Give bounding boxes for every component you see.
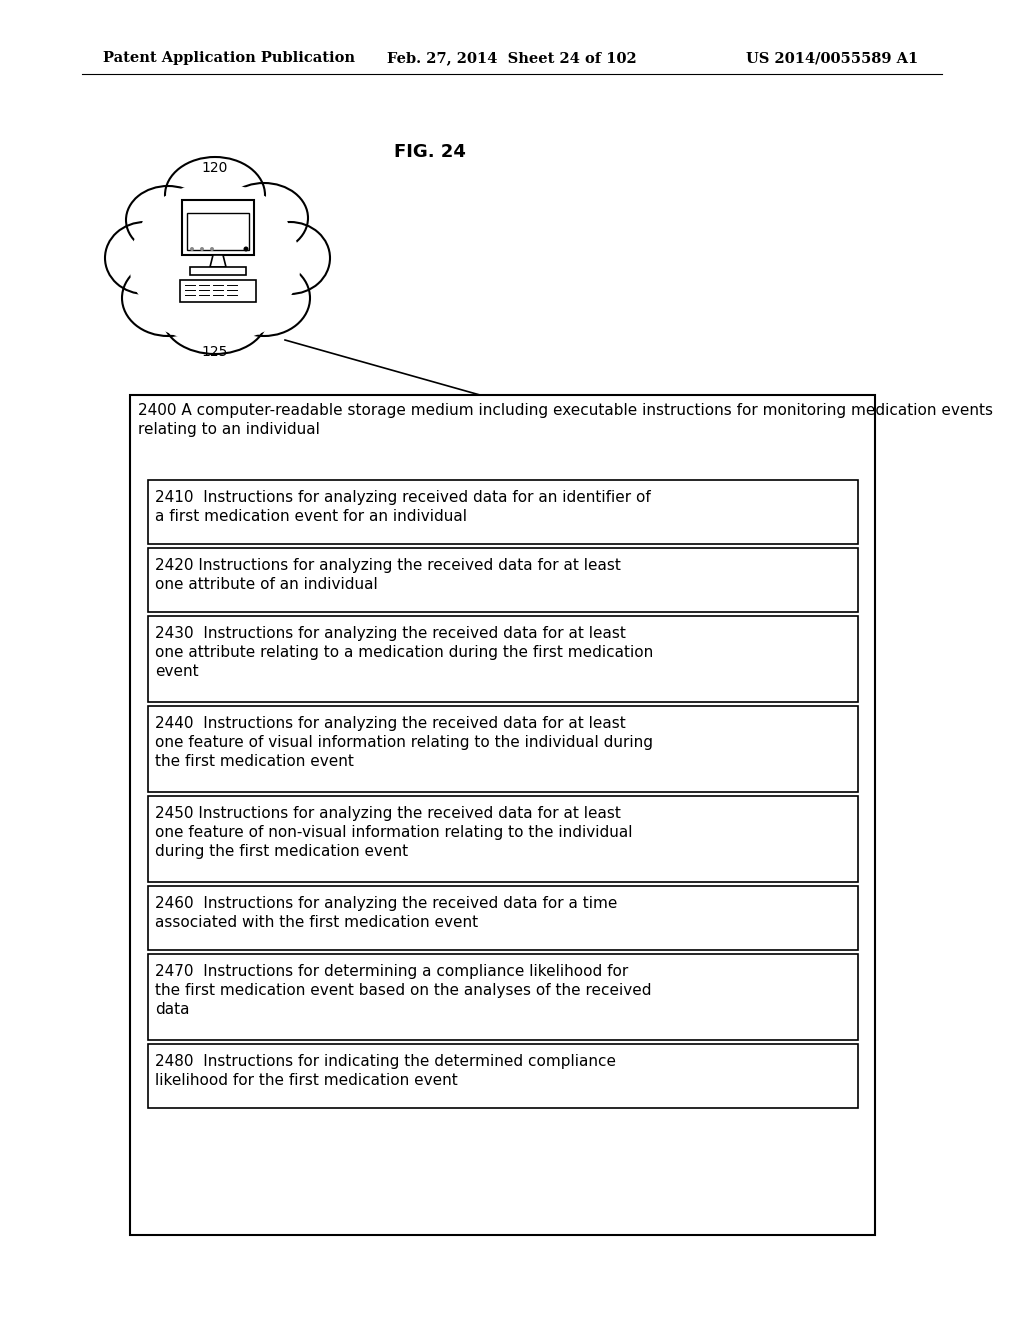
FancyBboxPatch shape (187, 213, 249, 249)
Ellipse shape (250, 222, 330, 294)
Circle shape (210, 247, 214, 251)
Text: Feb. 27, 2014  Sheet 24 of 102: Feb. 27, 2014 Sheet 24 of 102 (387, 51, 637, 65)
Text: US 2014/0055589 A1: US 2014/0055589 A1 (745, 51, 918, 65)
Circle shape (190, 247, 194, 251)
Text: 2420 Instructions for analyzing the received data for at least
one attribute of : 2420 Instructions for analyzing the rece… (155, 558, 621, 593)
Text: FIG. 24: FIG. 24 (394, 143, 466, 161)
Circle shape (244, 247, 249, 252)
FancyBboxPatch shape (190, 267, 246, 275)
Ellipse shape (130, 222, 250, 318)
Ellipse shape (180, 222, 300, 318)
FancyBboxPatch shape (148, 548, 858, 612)
Text: 125: 125 (202, 345, 228, 359)
Text: Patent Application Publication: Patent Application Publication (103, 51, 355, 65)
Ellipse shape (105, 222, 185, 294)
Ellipse shape (163, 282, 267, 354)
FancyBboxPatch shape (148, 954, 858, 1040)
FancyBboxPatch shape (148, 796, 858, 882)
Ellipse shape (126, 186, 210, 253)
Ellipse shape (140, 183, 290, 286)
Text: 2460  Instructions for analyzing the received data for a time
associated with th: 2460 Instructions for analyzing the rece… (155, 896, 617, 931)
FancyBboxPatch shape (180, 280, 256, 302)
FancyBboxPatch shape (148, 706, 858, 792)
FancyBboxPatch shape (148, 616, 858, 702)
Ellipse shape (220, 183, 308, 253)
Text: 2440  Instructions for analyzing the received data for at least
one feature of v: 2440 Instructions for analyzing the rece… (155, 715, 653, 770)
Ellipse shape (140, 257, 290, 342)
FancyBboxPatch shape (148, 1044, 858, 1107)
FancyBboxPatch shape (182, 201, 254, 255)
Text: 2480  Instructions for indicating the determined compliance
likelihood for the f: 2480 Instructions for indicating the det… (155, 1053, 616, 1088)
Ellipse shape (218, 260, 310, 337)
FancyBboxPatch shape (148, 886, 858, 950)
Ellipse shape (122, 260, 214, 337)
Text: 2430  Instructions for analyzing the received data for at least
one attribute re: 2430 Instructions for analyzing the rece… (155, 626, 653, 680)
Text: 2470  Instructions for determining a compliance likelihood for
the first medicat: 2470 Instructions for determining a comp… (155, 964, 651, 1018)
Text: 120: 120 (202, 161, 228, 176)
Ellipse shape (130, 195, 300, 325)
Text: 2400 A computer-readable storage medium including executable instructions for mo: 2400 A computer-readable storage medium … (138, 403, 993, 437)
FancyBboxPatch shape (130, 395, 874, 1236)
Text: 2410  Instructions for analyzing received data for an identifier of
a first medi: 2410 Instructions for analyzing received… (155, 490, 650, 524)
Text: 2450 Instructions for analyzing the received data for at least
one feature of no: 2450 Instructions for analyzing the rece… (155, 807, 633, 859)
Ellipse shape (165, 157, 265, 234)
Circle shape (200, 247, 204, 251)
FancyBboxPatch shape (148, 480, 858, 544)
Polygon shape (210, 255, 226, 267)
